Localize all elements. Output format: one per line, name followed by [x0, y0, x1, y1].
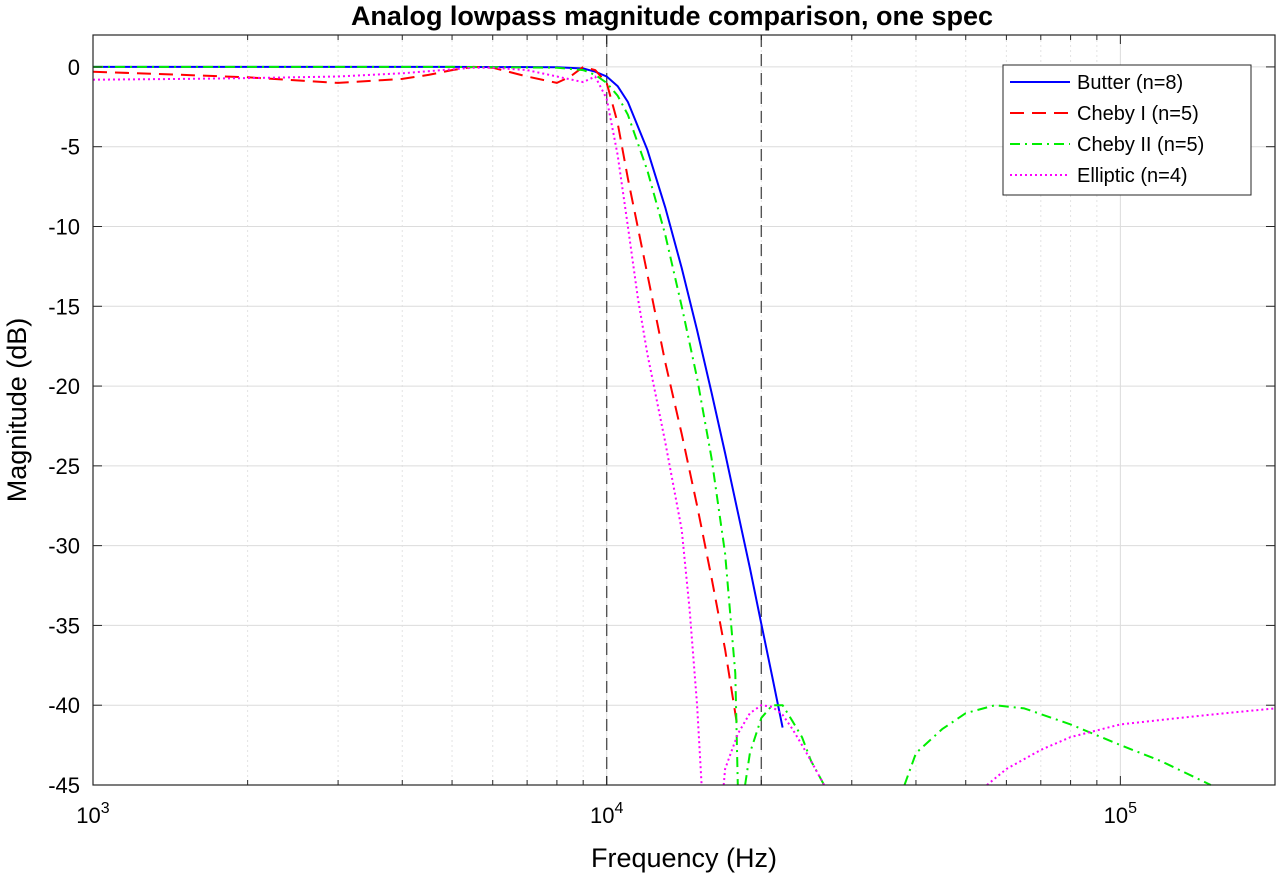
x-tick-label: 104: [590, 800, 623, 828]
y-tick-label: -35: [48, 613, 80, 638]
y-tick-label: -5: [60, 135, 80, 160]
spec-lines: [605, 35, 763, 785]
legend-box: [1002, 64, 1252, 196]
ticks: [92, 35, 1275, 786]
series-line: [93, 65, 784, 728]
plot-frame: [92, 34, 1276, 786]
y-tick-label: -15: [48, 294, 80, 319]
y-tick-label: -45: [48, 773, 80, 798]
chart-title: Analog lowpass magnitude comparison, one…: [351, 1, 993, 31]
x-tick-label: 105: [1104, 800, 1137, 828]
legend-entry: Cheby I (n=5): [1077, 103, 1199, 125]
legend-entry: Butter (n=8): [1077, 72, 1183, 94]
series-line: [93, 65, 1212, 786]
y-tick-label: -20: [48, 374, 80, 399]
y-axis-label: Magnitude (dB): [2, 318, 32, 503]
y-tick-label: -30: [48, 534, 80, 559]
legend: Butter (n=8) Cheby I (n=5) Cheby II (n=5) E…: [1002, 64, 1252, 196]
series-line: [92, 65, 739, 730]
y-tick-label: -10: [48, 214, 80, 239]
y-tick-label: -40: [48, 693, 80, 718]
x-tick-label: 103: [76, 800, 109, 828]
series-group: [92, 65, 1276, 786]
y-tick-label: -25: [48, 454, 80, 479]
x-tick-labels: 103 104 105: [76, 800, 1137, 828]
legend-entry: Cheby II (n=5): [1077, 134, 1204, 156]
legend-entry: Elliptic (n=4): [1077, 165, 1188, 187]
x-axis-label: Frequency (Hz): [591, 843, 777, 873]
series-line: [92, 66, 1276, 786]
y-tick-label: 0: [68, 55, 80, 80]
y-tick-labels: 0 -5 -10 -15 -20 -25 -30 -35 -40 -45: [48, 55, 80, 798]
